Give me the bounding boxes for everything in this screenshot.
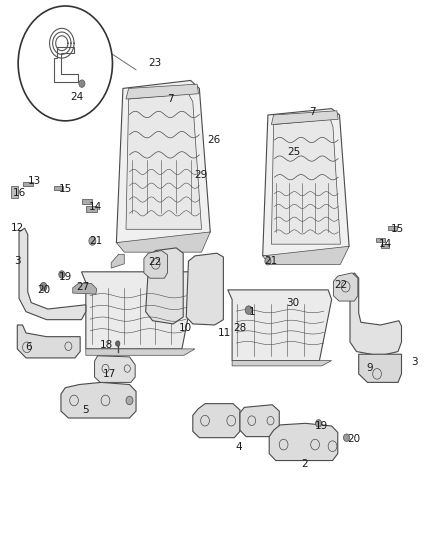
Circle shape (245, 306, 252, 314)
Text: 13: 13 (28, 176, 41, 187)
Text: 18: 18 (100, 340, 113, 350)
Text: 20: 20 (37, 286, 50, 295)
Text: 29: 29 (194, 170, 207, 180)
Text: 27: 27 (76, 282, 89, 292)
Polygon shape (269, 423, 338, 461)
Text: 23: 23 (148, 59, 161, 68)
Polygon shape (117, 232, 210, 252)
Text: 3: 3 (14, 256, 21, 266)
Bar (86, 206, 97, 212)
Polygon shape (126, 84, 198, 99)
Polygon shape (272, 111, 338, 125)
Polygon shape (95, 356, 135, 382)
Text: 21: 21 (89, 236, 102, 246)
Text: 4: 4 (235, 442, 242, 452)
Polygon shape (359, 354, 402, 382)
Text: 28: 28 (233, 322, 247, 333)
Bar (389, 226, 397, 230)
Circle shape (126, 396, 133, 405)
Text: 15: 15 (59, 184, 72, 195)
Polygon shape (186, 253, 223, 325)
Polygon shape (61, 382, 136, 418)
Circle shape (343, 434, 350, 441)
Polygon shape (17, 325, 80, 358)
Polygon shape (126, 94, 201, 229)
Text: 11: 11 (218, 328, 231, 338)
Text: 30: 30 (286, 297, 299, 308)
Text: 20: 20 (347, 434, 360, 445)
Text: 14: 14 (379, 239, 392, 249)
Polygon shape (73, 284, 97, 294)
Text: 16: 16 (12, 188, 26, 198)
Polygon shape (272, 119, 340, 244)
Text: 22: 22 (334, 280, 347, 290)
Bar (376, 238, 385, 242)
Polygon shape (350, 273, 402, 356)
Polygon shape (232, 361, 332, 366)
Text: 17: 17 (102, 369, 116, 379)
Circle shape (79, 80, 85, 87)
Circle shape (89, 237, 96, 245)
Text: 24: 24 (71, 92, 84, 102)
Text: 6: 6 (25, 342, 32, 352)
Polygon shape (263, 246, 349, 264)
Bar (54, 185, 63, 190)
Polygon shape (146, 248, 183, 324)
Circle shape (116, 341, 120, 346)
Bar (11, 185, 18, 198)
Text: 19: 19 (315, 421, 328, 431)
Text: 10: 10 (178, 322, 191, 333)
Text: 26: 26 (207, 135, 220, 145)
Text: 22: 22 (148, 257, 161, 267)
Polygon shape (81, 272, 195, 349)
Text: 1: 1 (248, 306, 255, 317)
Text: 7: 7 (167, 94, 173, 104)
Text: 25: 25 (287, 147, 301, 157)
Text: 3: 3 (411, 357, 418, 367)
Text: 15: 15 (391, 224, 404, 235)
Circle shape (18, 6, 113, 121)
Circle shape (315, 419, 321, 427)
Polygon shape (144, 251, 167, 278)
Polygon shape (333, 273, 358, 301)
Circle shape (265, 257, 271, 265)
Polygon shape (240, 405, 279, 437)
Text: 21: 21 (264, 256, 277, 266)
Bar (82, 199, 92, 204)
Text: 2: 2 (301, 459, 307, 469)
Polygon shape (193, 403, 240, 438)
Polygon shape (228, 290, 332, 361)
Text: 7: 7 (310, 107, 316, 117)
Polygon shape (86, 349, 195, 356)
Text: 19: 19 (59, 272, 72, 282)
Text: 5: 5 (82, 405, 89, 415)
Circle shape (40, 282, 47, 291)
Polygon shape (19, 228, 86, 320)
Bar (22, 182, 33, 186)
Polygon shape (111, 254, 124, 268)
Text: 9: 9 (366, 362, 373, 373)
Text: 14: 14 (89, 202, 102, 212)
Bar (381, 244, 389, 248)
Polygon shape (117, 80, 210, 243)
Polygon shape (263, 109, 349, 256)
Text: 12: 12 (11, 223, 24, 233)
Circle shape (59, 271, 65, 278)
